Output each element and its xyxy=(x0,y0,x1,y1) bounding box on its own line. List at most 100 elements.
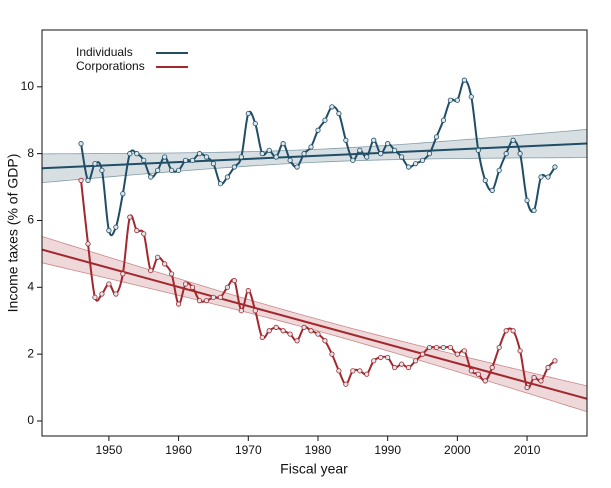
data-point xyxy=(287,331,293,337)
data-point xyxy=(106,281,112,287)
data-point xyxy=(141,231,147,237)
data-point xyxy=(364,371,370,377)
data-point xyxy=(301,324,307,330)
data-point xyxy=(148,174,154,180)
data-point xyxy=(392,147,398,153)
data-point xyxy=(85,241,91,247)
data-point xyxy=(545,364,551,371)
data-point xyxy=(203,154,210,160)
data-point xyxy=(454,97,460,103)
data-point xyxy=(489,364,495,371)
data-point xyxy=(127,214,133,220)
data-point xyxy=(545,174,551,180)
data-point xyxy=(343,381,349,387)
x-tick-label: 1960 xyxy=(165,443,192,457)
data-point xyxy=(503,328,509,334)
x-tick-label: 1950 xyxy=(96,443,123,457)
data-point xyxy=(113,224,119,230)
data-point xyxy=(329,351,335,357)
data-point xyxy=(322,338,328,344)
data-point xyxy=(385,141,391,147)
data-point xyxy=(364,154,370,160)
data-point xyxy=(378,354,384,361)
trend-line xyxy=(42,142,587,170)
data-point xyxy=(148,267,154,274)
data-point xyxy=(412,161,419,167)
data-point xyxy=(273,324,279,330)
data-point xyxy=(399,154,405,160)
data-point xyxy=(350,157,356,163)
data-point xyxy=(447,344,454,351)
data-point xyxy=(162,261,168,267)
data-point xyxy=(378,151,384,157)
data-point xyxy=(468,94,474,100)
data-point xyxy=(99,167,105,173)
y-axis-title: Income taxes (% of GDP) xyxy=(5,154,21,313)
data-point xyxy=(238,308,244,314)
y-tick-label: 2 xyxy=(27,346,34,360)
trend-line xyxy=(42,248,587,400)
data-point xyxy=(196,151,203,157)
data-point xyxy=(315,127,321,133)
data-point xyxy=(92,161,98,167)
data-point xyxy=(426,151,433,157)
data-point xyxy=(531,207,537,214)
data-point xyxy=(155,167,161,173)
data-point xyxy=(280,141,286,147)
data-point xyxy=(78,141,84,147)
data-point xyxy=(273,154,279,160)
x-tick-label: 2000 xyxy=(444,443,471,457)
legend-label: Individuals xyxy=(76,45,133,59)
data-point xyxy=(217,181,224,187)
data-point xyxy=(405,164,412,170)
data-point xyxy=(517,348,523,354)
data-point xyxy=(210,294,217,300)
data-point xyxy=(461,348,467,354)
y-tick-label: 8 xyxy=(27,146,34,160)
data-point xyxy=(392,364,398,371)
data-point xyxy=(301,151,307,157)
data-point xyxy=(496,167,502,173)
data-point xyxy=(461,77,467,83)
data-point xyxy=(245,110,251,117)
data-point xyxy=(259,151,265,157)
data-point xyxy=(552,358,558,364)
data-point xyxy=(357,368,363,374)
data-point xyxy=(475,147,481,153)
data-point xyxy=(336,110,342,117)
data-point xyxy=(308,328,314,334)
data-point xyxy=(252,120,258,127)
data-point xyxy=(99,291,105,297)
data-point xyxy=(308,144,314,150)
y-tick-label: 6 xyxy=(27,213,34,227)
x-tick-label: 1970 xyxy=(235,443,262,457)
y-tick-label: 0 xyxy=(27,413,34,427)
data-point xyxy=(336,368,342,374)
data-point xyxy=(322,117,328,123)
data-point xyxy=(238,154,244,160)
data-point xyxy=(510,328,516,334)
data-point xyxy=(259,334,265,341)
data-point xyxy=(419,351,426,357)
data-point xyxy=(162,154,168,160)
data-point xyxy=(231,278,237,284)
data-point xyxy=(538,174,544,180)
data-point xyxy=(294,164,300,170)
data-point xyxy=(405,364,412,371)
data-point xyxy=(552,164,558,170)
data-point xyxy=(496,344,502,351)
data-point xyxy=(203,298,210,304)
data-point xyxy=(440,117,447,123)
data-point xyxy=(489,187,495,193)
data-point xyxy=(287,157,293,163)
x-tick-label: 1980 xyxy=(305,443,332,457)
data-point xyxy=(224,284,230,290)
data-point xyxy=(371,358,377,364)
data-point xyxy=(106,227,112,234)
data-point xyxy=(419,157,426,163)
data-point xyxy=(210,161,217,167)
data-point xyxy=(175,301,182,307)
data-point xyxy=(329,104,335,110)
data-point xyxy=(538,378,544,384)
data-point xyxy=(120,271,126,277)
